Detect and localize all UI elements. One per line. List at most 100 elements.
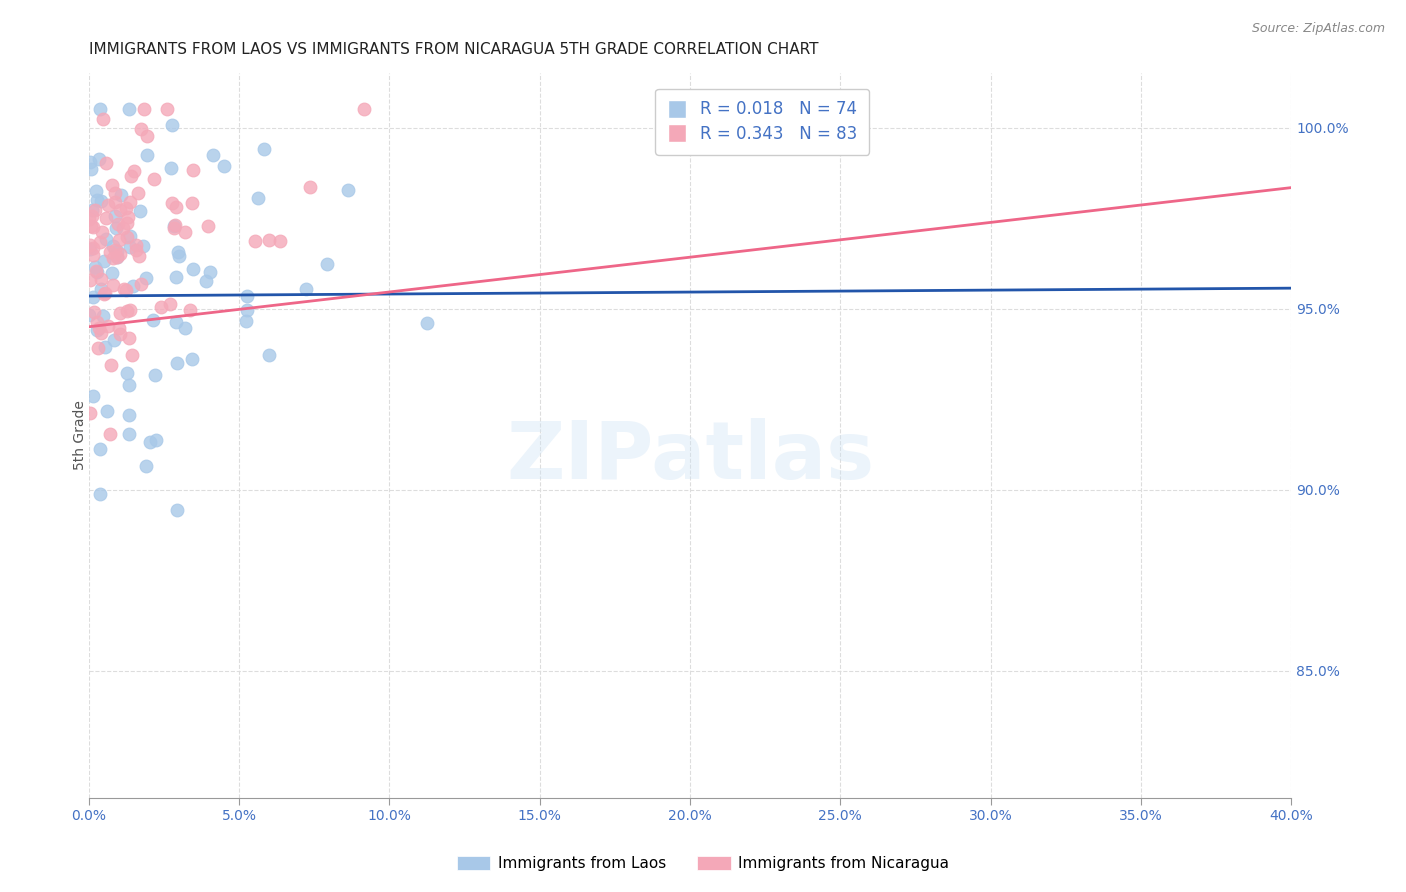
Point (80, 162, 103, 177)
Point (82, 248, 104, 262)
Legend: Immigrants from Laos, Immigrants from Nicaragua: Immigrants from Laos, Immigrants from Ni… (451, 849, 955, 877)
Point (82, 209, 104, 223)
Point (118, 331, 141, 345)
Point (104, 209, 127, 223)
Point (163, 219, 186, 233)
Point (166, 502, 188, 516)
Point (94, 340, 117, 354)
Point (82, 241, 104, 255)
Point (105, 250, 128, 264)
Point (101, 251, 124, 265)
Point (179, 303, 201, 318)
Point (93, 286, 115, 301)
Point (143, 172, 166, 186)
Point (89, 235, 111, 249)
Point (246, 191, 269, 205)
Point (118, 377, 141, 392)
Point (94, 232, 117, 246)
Point (132, 239, 155, 253)
Point (165, 315, 187, 329)
Point (128, 249, 150, 263)
Point (100, 358, 122, 372)
Point (194, 274, 217, 288)
Point (118, 228, 141, 243)
Point (90, 194, 112, 208)
Point (86, 265, 108, 279)
Point (165, 269, 187, 284)
Point (108, 233, 131, 247)
Point (103, 277, 125, 292)
Point (129, 277, 152, 291)
Point (118, 303, 141, 318)
Point (127, 186, 149, 200)
Point (165, 200, 187, 214)
Point (117, 210, 139, 224)
Point (181, 262, 204, 277)
Point (121, 348, 143, 362)
Point (136, 128, 159, 143)
Point (118, 426, 141, 441)
Point (120, 169, 142, 184)
Point (198, 264, 221, 278)
Point (167, 249, 190, 263)
Point (115, 230, 138, 244)
Point (108, 247, 131, 261)
Point (104, 221, 127, 235)
Point (125, 237, 148, 252)
Point (128, 203, 150, 218)
Point (86, 194, 108, 208)
Point (353, 103, 375, 117)
Point (101, 178, 124, 192)
Point (115, 367, 138, 381)
Point (96, 404, 118, 418)
Point (122, 279, 145, 293)
Point (91, 310, 114, 324)
Point (315, 257, 337, 271)
Point (84, 263, 107, 277)
Legend: R = 0.018   N = 74, R = 0.343   N = 83: R = 0.018 N = 74, R = 0.343 N = 83 (655, 89, 869, 155)
Point (103, 334, 125, 348)
Point (101, 266, 124, 280)
Point (108, 306, 131, 320)
Point (94, 211, 117, 225)
Point (243, 234, 266, 248)
Point (145, 433, 167, 447)
Point (181, 351, 204, 366)
Point (163, 220, 186, 235)
Point (201, 147, 224, 161)
Point (91, 112, 114, 126)
Point (120, 195, 142, 210)
Text: Source: ZipAtlas.com: Source: ZipAtlas.com (1251, 22, 1385, 36)
Point (108, 321, 131, 335)
Point (87, 341, 110, 355)
Point (83, 202, 105, 217)
Point (165, 218, 187, 232)
Point (104, 195, 127, 210)
Point (115, 304, 138, 318)
Point (143, 368, 166, 382)
Point (93, 254, 115, 268)
Point (174, 225, 197, 239)
Point (91, 225, 114, 239)
Point (139, 435, 162, 450)
Point (159, 297, 181, 311)
Point (135, 459, 157, 474)
Point (84, 184, 107, 198)
Point (104, 244, 127, 258)
Point (160, 196, 183, 211)
Point (416, 317, 439, 331)
Point (79, 155, 101, 169)
Point (129, 122, 152, 136)
Point (166, 356, 188, 370)
Point (259, 233, 281, 247)
Point (108, 202, 131, 217)
Text: ZIPatlas: ZIPatlas (506, 418, 875, 496)
Point (159, 161, 181, 176)
Point (156, 103, 179, 117)
Point (111, 221, 134, 235)
Point (105, 251, 128, 265)
Point (149, 301, 172, 315)
Point (79, 237, 101, 252)
Point (253, 142, 276, 156)
Point (89, 487, 111, 501)
